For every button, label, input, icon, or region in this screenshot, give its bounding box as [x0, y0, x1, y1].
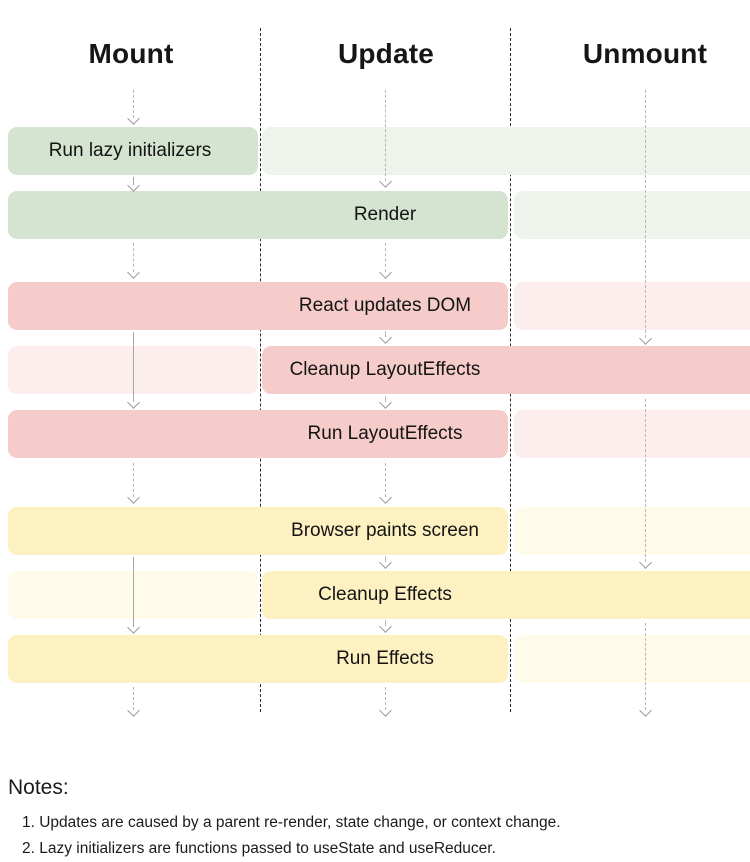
row-label: Cleanup Effects: [318, 584, 452, 605]
flow-line: [133, 463, 134, 497]
arrow-down-icon: [127, 396, 140, 409]
column-separator: [260, 28, 261, 712]
row-label: Render: [353, 204, 417, 225]
row-label: Run LayoutEffects: [307, 423, 463, 444]
flow-line: [133, 687, 134, 710]
band-segment: [8, 127, 258, 175]
arrow-down-icon: [379, 556, 392, 569]
band-segment: [514, 635, 750, 683]
band-segment: [514, 410, 750, 458]
flow-line: [385, 331, 386, 337]
arrow-down-icon: [379, 704, 392, 717]
arrow-down-icon: [379, 491, 392, 504]
flow-line: [385, 556, 386, 562]
row-label: Run lazy initializers: [48, 140, 212, 161]
band-segment: [262, 346, 750, 394]
arrow-down-icon: [379, 331, 392, 344]
arrow-down-icon: [379, 620, 392, 633]
flow-line: [133, 177, 134, 185]
band-segment: [262, 127, 750, 175]
column-header-update: Update: [337, 38, 435, 69]
arrow-down-icon: [379, 396, 392, 409]
row-label: React updates DOM: [298, 295, 472, 316]
arrow-down-icon: [127, 491, 140, 504]
flow-line: [133, 243, 134, 272]
flow-line: [645, 623, 646, 710]
flow-line: [385, 243, 386, 272]
arrow-down-icon: [127, 704, 140, 717]
band-segment: [8, 282, 508, 330]
flow-line: [645, 90, 646, 338]
arrow-down-icon: [127, 179, 140, 192]
row-label: Run Effects: [336, 648, 434, 669]
band-segment: [8, 635, 508, 683]
arrow-down-icon: [127, 266, 140, 279]
note-item: 2. Lazy initializers are functions passe…: [22, 840, 496, 857]
row-label: Cleanup LayoutEffects: [289, 359, 481, 380]
flow-line: [133, 557, 134, 627]
flow-line: [385, 687, 386, 710]
band-segment: [514, 282, 750, 330]
row-label: Browser paints screen: [291, 520, 479, 541]
band-segment: [8, 410, 508, 458]
band-segment: [514, 507, 750, 555]
arrow-down-icon: [379, 175, 392, 188]
arrow-down-icon: [379, 266, 392, 279]
note-item: 1. Updates are caused by a parent re-ren…: [22, 814, 561, 831]
flow-line: [385, 396, 386, 402]
flow-line: [385, 90, 386, 181]
band-segment: [8, 191, 508, 239]
arrow-down-icon: [639, 332, 652, 345]
column-header-mount: Mount: [88, 38, 174, 69]
arrow-down-icon: [639, 704, 652, 717]
flow-line: [645, 399, 646, 562]
arrow-down-icon: [639, 556, 652, 569]
notes-title: Notes:: [8, 776, 69, 799]
flow-line: [133, 90, 134, 118]
band-segment: [8, 507, 508, 555]
band-segment: [262, 571, 750, 619]
arrow-down-icon: [127, 112, 140, 125]
arrow-down-icon: [127, 621, 140, 634]
flow-line: [385, 463, 386, 497]
column-header-unmount: Unmount: [582, 38, 708, 69]
band-segment: [514, 191, 750, 239]
flow-line: [133, 332, 134, 402]
flow-line: [385, 620, 386, 626]
